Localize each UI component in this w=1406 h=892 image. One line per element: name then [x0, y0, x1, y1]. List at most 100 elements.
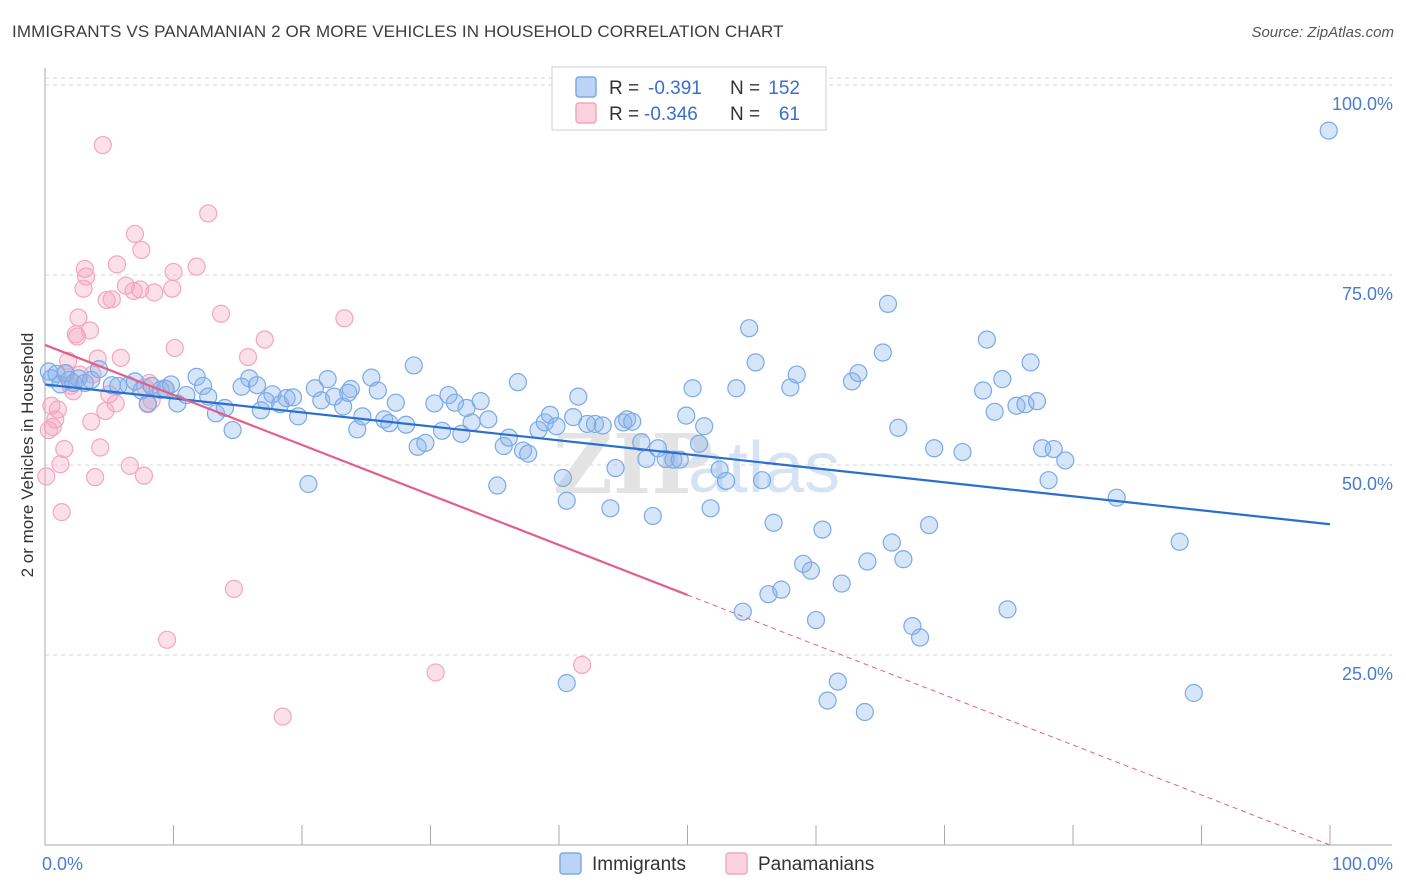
immigrants-point [925, 439, 944, 458]
immigrants-point [513, 441, 533, 460]
immigrants-point [247, 376, 267, 395]
immigrants-point [623, 412, 642, 431]
immigrants-point [764, 513, 783, 532]
immigrants-point [973, 381, 993, 400]
immigrants-point [953, 442, 972, 462]
legend-swatch-panamanians [575, 102, 597, 124]
immigrants-point [677, 406, 696, 425]
immigrants-point [416, 433, 435, 453]
immigrants-point [508, 373, 527, 392]
bottom-legend-label-panamanians: Panamanians [758, 854, 874, 875]
y-tick-label: 100.0% [1332, 94, 1393, 114]
immigrants-point [161, 375, 181, 394]
immigrants-point [557, 491, 576, 510]
panamanians-point [163, 279, 182, 298]
panamanians-point [107, 255, 127, 274]
immigrants-point [187, 367, 206, 386]
panamanians-point [120, 456, 139, 475]
panamanians-point [69, 308, 88, 327]
panamanians-point [157, 630, 177, 649]
panamanians-point [51, 455, 70, 474]
panamanians-point [211, 304, 231, 323]
chart-title: IMMIGRANTS VS PANAMANIAN 2 OR MORE VEHIC… [12, 22, 784, 41]
immigrants-point [1319, 121, 1338, 140]
panamanians-point [273, 707, 292, 726]
panamanians-point [82, 412, 101, 431]
x-axis-ticks: 0.0% 100.0% [42, 854, 1393, 874]
immigrants-point [985, 402, 1004, 421]
immigrants-point [353, 407, 372, 426]
immigrants-point [386, 393, 405, 412]
immigrants-point [873, 343, 892, 362]
immigrants-point [746, 353, 765, 372]
legend-n-value-immigrants: 152 [768, 78, 800, 99]
axes [44, 68, 1392, 846]
immigrants-point [277, 389, 296, 408]
immigrants-point [519, 444, 538, 463]
panamanians-point [77, 267, 96, 286]
immigrants-point [1107, 488, 1126, 507]
immigrants-point [193, 376, 213, 396]
x-tick-label: 100.0% [1332, 854, 1393, 874]
legend-r-label: R = [609, 78, 639, 99]
panamanians-point [124, 281, 143, 301]
panamanians-point [145, 283, 164, 302]
immigrants-point [547, 417, 566, 436]
immigrants-point [727, 379, 746, 398]
panamanians-point [187, 257, 206, 276]
immigrants-point [499, 428, 518, 447]
panamanians-point [102, 290, 121, 309]
legend-n-label: N = [730, 104, 760, 125]
immigrants-point [849, 363, 868, 383]
panamanians-point [37, 467, 56, 486]
immigrants-point [1170, 532, 1189, 551]
immigrants-point [878, 294, 898, 313]
immigrants-point [425, 394, 444, 413]
immigrants-point [1044, 439, 1063, 459]
bottom-legend-swatch-immigrants [559, 852, 582, 875]
immigrants-point [1027, 392, 1047, 411]
panamanians-point [255, 330, 274, 349]
immigrants-point [664, 450, 683, 469]
immigrants-point [601, 499, 620, 518]
immigrants-point [488, 476, 507, 495]
immigrants-point [263, 385, 282, 404]
immigrants-point [828, 672, 847, 691]
panamanians-point [75, 259, 94, 279]
legend-r-value-immigrants: -0.391 [648, 78, 702, 99]
immigrants-point [716, 471, 736, 491]
panamanians-point [164, 262, 183, 282]
immigrants-point [1016, 395, 1035, 414]
immigrants-point [787, 365, 806, 384]
panamanians-trend-line-extension [687, 594, 1331, 846]
panamanians-point [165, 338, 184, 358]
immigrants-point [670, 450, 689, 469]
panamanians-point [111, 348, 130, 367]
immigrants-point [432, 421, 452, 440]
immigrants-point [733, 602, 752, 621]
immigrants-point [858, 552, 877, 571]
panamanians-point [106, 394, 125, 413]
panamanians-point [132, 240, 151, 260]
immigrants-point [368, 381, 387, 400]
immigrants-point [813, 520, 832, 539]
panamanians-point [48, 400, 67, 419]
immigrants-point [540, 405, 560, 424]
immigrants-point [1021, 353, 1040, 372]
immigrants-point [701, 499, 720, 518]
panamanians-point [426, 663, 445, 682]
x-tick-label: 0.0% [42, 854, 83, 874]
panamanians-series [37, 135, 592, 726]
immigrants-point [882, 533, 901, 552]
panamanians-point [93, 135, 112, 155]
panamanians-point [55, 439, 74, 459]
panamanians-point [335, 309, 354, 328]
panamanians-point [224, 579, 243, 598]
immigrants-point [569, 387, 588, 406]
y-tick-label: 75.0% [1342, 284, 1393, 304]
immigrants-point [256, 392, 276, 411]
y-tick-label: 25.0% [1342, 664, 1393, 684]
immigrants-point [299, 474, 318, 494]
immigrants-point [977, 330, 997, 349]
